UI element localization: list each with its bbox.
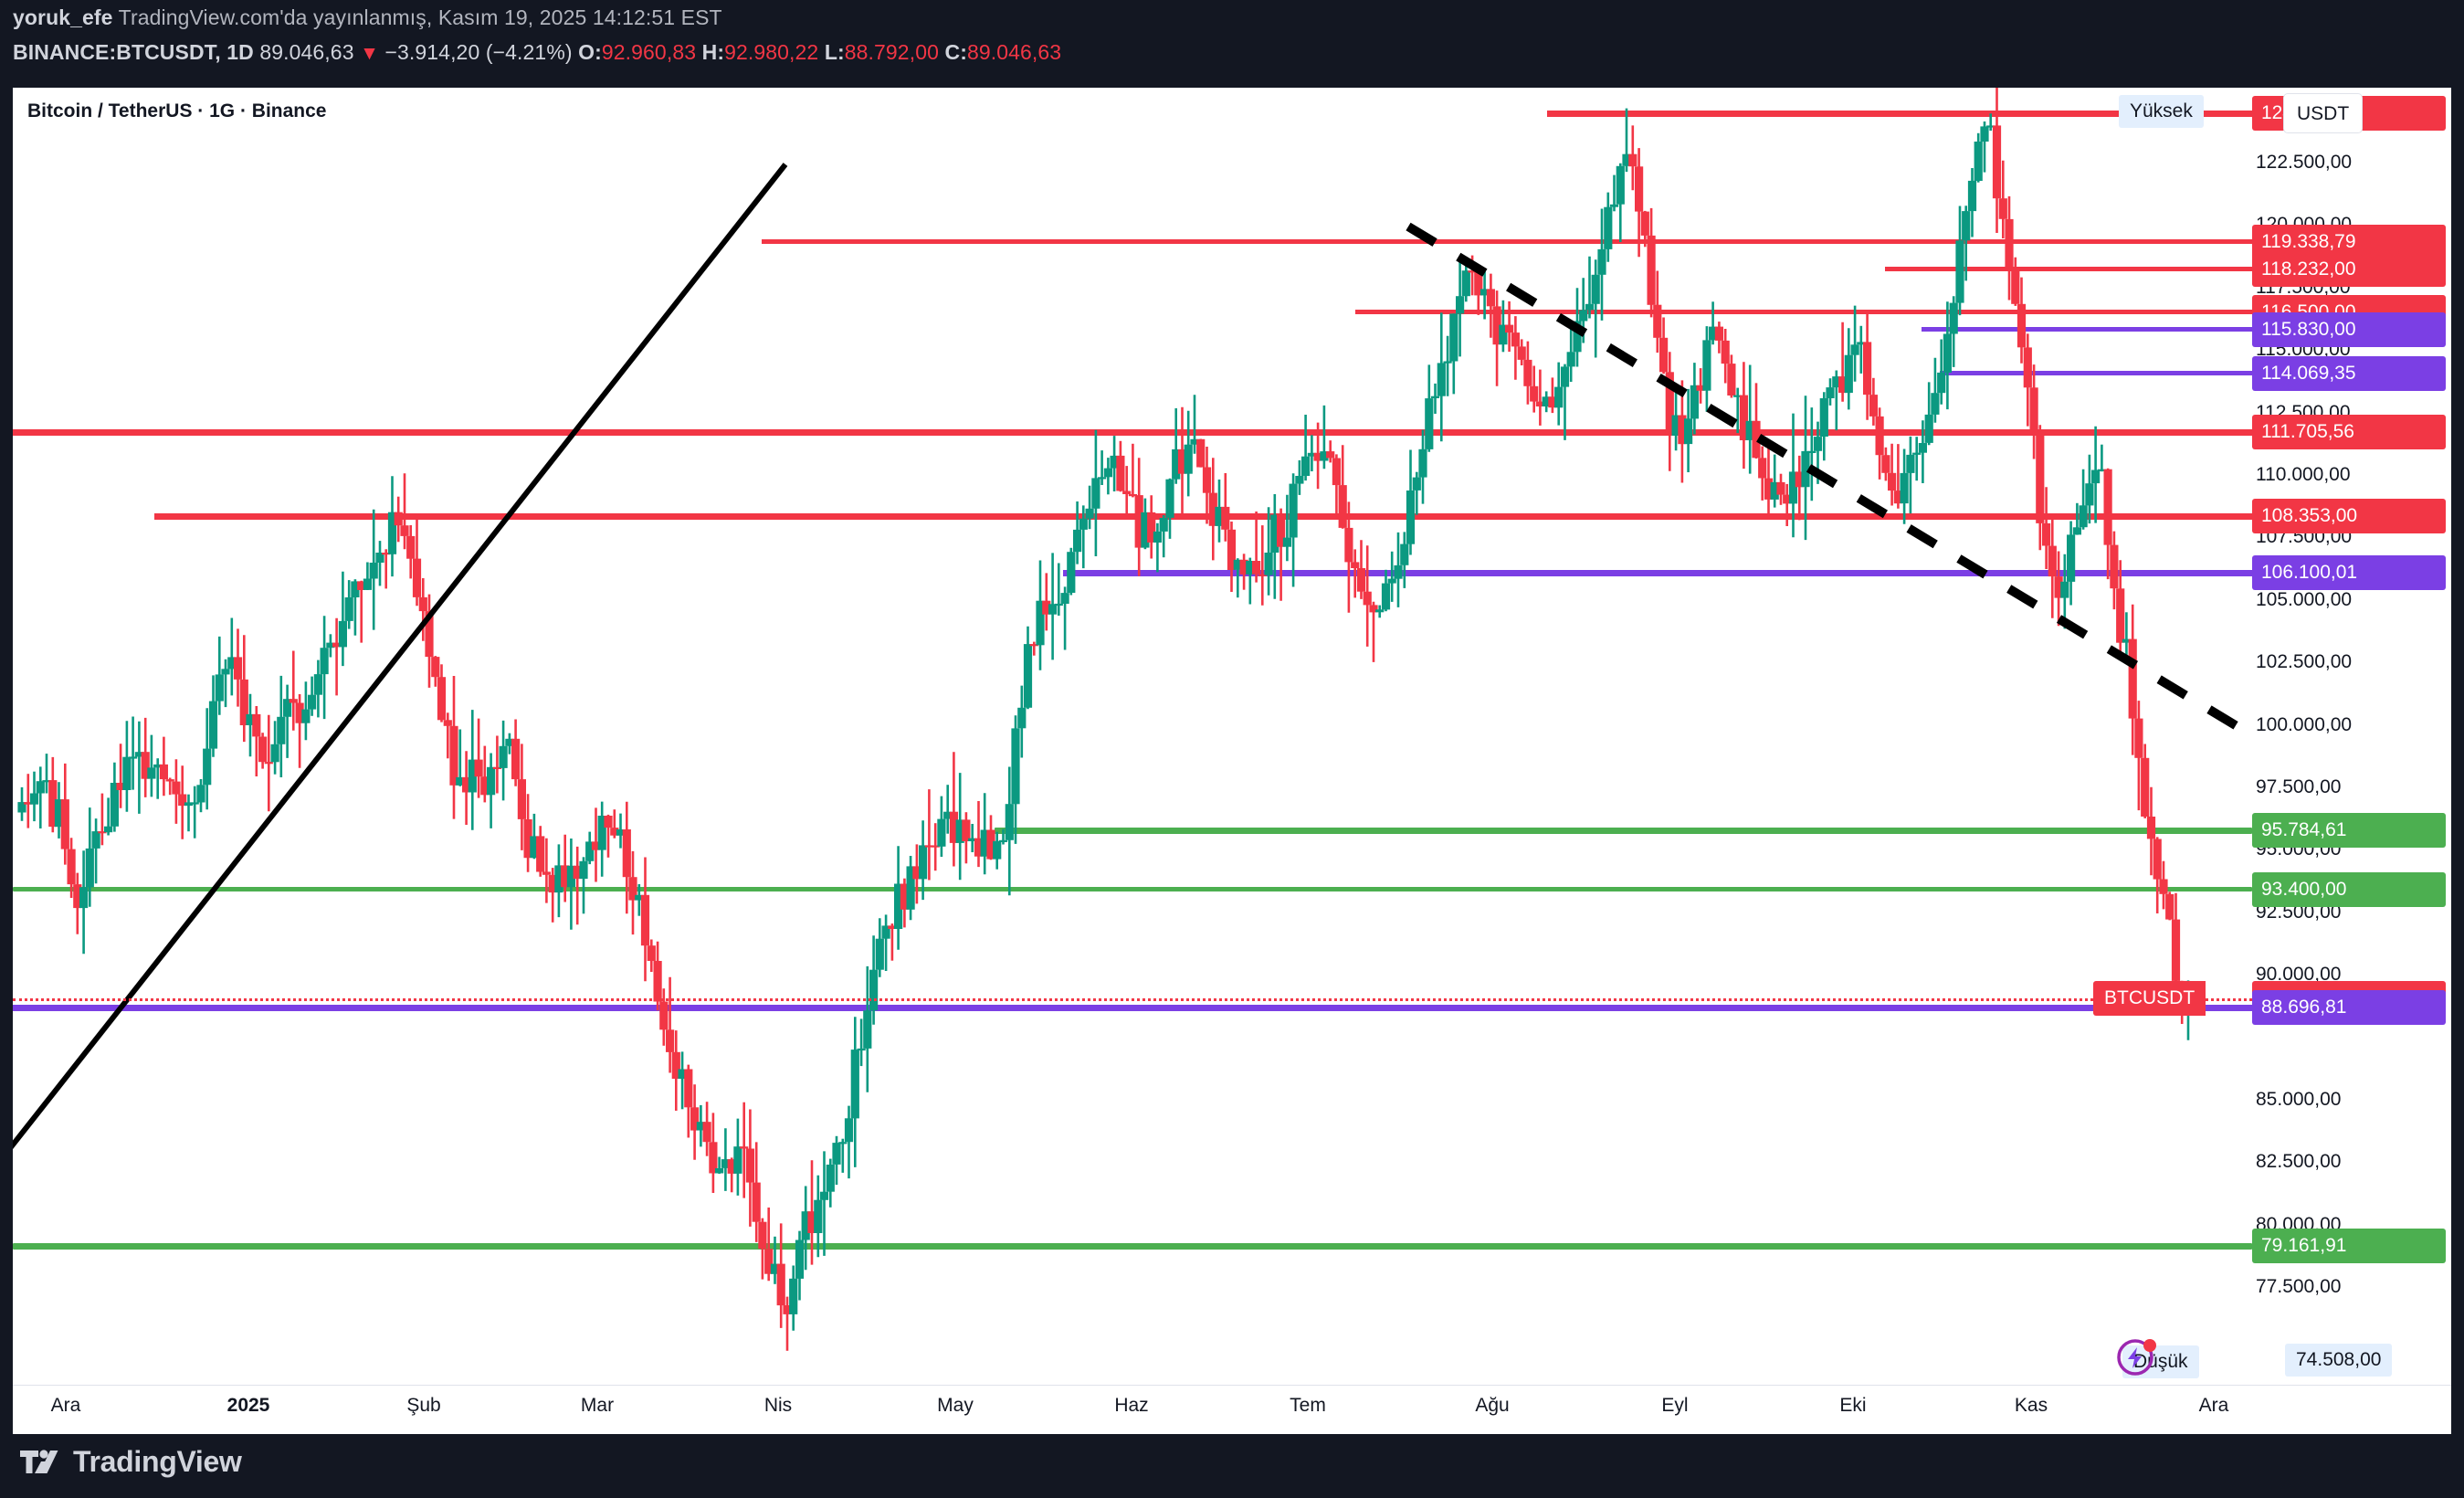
price-level-tag[interactable]: 118.232,00 xyxy=(2252,251,2446,287)
price-axis-tick: 90.000,00 xyxy=(2256,964,2342,986)
price-axis-tick: 102.500,00 xyxy=(2256,651,2353,673)
low-label: L: xyxy=(824,40,845,64)
publish-credit: yoruk_efe TradingView.com'da yayınlanmış… xyxy=(13,5,722,30)
change-absolute: −3.914,20 xyxy=(384,40,480,64)
price-axis-tick: 122.500,00 xyxy=(2256,152,2353,174)
last-price-line xyxy=(13,998,2252,1002)
price-level-line[interactable] xyxy=(13,887,2252,892)
price-axis-tick: 85.000,00 xyxy=(2256,1089,2342,1111)
down-triangle-icon: ▼ xyxy=(360,43,379,64)
tradingview-logo: TradingView xyxy=(20,1445,242,1479)
time-axis-tick: Nis xyxy=(763,1395,793,1416)
price-level-tag[interactable]: 106.100,01 xyxy=(2252,554,2446,590)
chart-title: Bitcoin / TetherUS · 1G · Binance xyxy=(27,100,327,121)
price-level-tag[interactable]: 79.161,91 xyxy=(2252,1228,2446,1263)
price-level-line[interactable] xyxy=(13,429,2252,437)
time-axis[interactable]: Ara 2025 Şub Mar Nis May Haz Tem Ağu Eyl Eki Kas Ara xyxy=(13,1385,2451,1434)
price-axis-tick: 97.500,00 xyxy=(2256,776,2342,798)
price-level-line[interactable] xyxy=(154,513,2252,521)
symbol-price-tag[interactable]: BTCUSDT xyxy=(2093,981,2206,1017)
header-bar: yoruk_efe TradingView.com'da yayınlanmış… xyxy=(0,0,2464,80)
low-extreme-value: 74.508,00 xyxy=(2285,1344,2393,1377)
price-level-line[interactable] xyxy=(995,828,2252,835)
time-axis-tick: Eyl xyxy=(1661,1395,1689,1416)
time-axis-tick: Ara xyxy=(2198,1395,2229,1416)
high-value: 92.980,22 xyxy=(724,40,819,64)
symbol-label: BINANCE:BTCUSDT, 1D xyxy=(13,40,254,64)
price-level-line[interactable] xyxy=(1547,111,2252,118)
price-level-line[interactable] xyxy=(13,1242,2252,1250)
time-axis-tick: 2025 xyxy=(226,1395,270,1416)
price-level-tag[interactable]: 95.784,61 xyxy=(2252,813,2446,849)
price-level-tag[interactable]: 93.400,00 xyxy=(2252,872,2446,908)
open-value: 92.960,83 xyxy=(601,40,697,64)
time-axis-tick: Eki xyxy=(1839,1395,1867,1416)
close-value: 89.046,63 xyxy=(966,40,1062,64)
time-axis-tick: May xyxy=(937,1395,974,1416)
time-axis-tick: Şub xyxy=(406,1395,441,1416)
time-axis-tick: Ara xyxy=(50,1395,81,1416)
price-level-line[interactable] xyxy=(13,1004,2252,1011)
time-axis-tick: Kas xyxy=(2014,1395,2048,1416)
change-percent: (−4.21%) xyxy=(485,40,573,64)
time-axis-tick: Tem xyxy=(1290,1395,1326,1416)
tradingview-wordmark: TradingView xyxy=(73,1445,242,1478)
publish-text: TradingView.com'da yayınlanmış, Kasım 19… xyxy=(118,5,722,29)
price-level-tag[interactable]: 114.069,35 xyxy=(2252,355,2446,391)
price-axis-tick: 110.000,00 xyxy=(2256,464,2351,486)
price-axis-tick: 105.000,00 xyxy=(2256,588,2353,610)
currency-badge[interactable]: USDT xyxy=(2283,93,2364,133)
price-axis-tick: 82.500,00 xyxy=(2256,1151,2342,1173)
tradingview-mark-icon xyxy=(20,1449,58,1473)
price-axis-tick: 77.500,00 xyxy=(2256,1276,2342,1298)
price-axis[interactable]: 122.500,00120.000,00117.500,00115.000,00… xyxy=(2252,88,2451,1385)
symbol-ohlc-line: BINANCE:BTCUSDT, 1D 89.046,63 ▼ −3.914,2… xyxy=(13,40,1061,65)
price-axis-tick: 100.000,00 xyxy=(2256,713,2353,735)
last-price: 89.046,63 xyxy=(259,40,354,64)
time-axis-tick: Mar xyxy=(580,1395,615,1416)
time-axis-tick: Haz xyxy=(1114,1395,1149,1416)
high-label: H: xyxy=(701,40,725,64)
close-label: C: xyxy=(944,40,967,64)
low-value: 88.792,00 xyxy=(844,40,939,64)
high-extreme-pill: Yüksek xyxy=(2119,95,2204,128)
lightning-bolt-icon[interactable] xyxy=(2113,1332,2161,1384)
price-level-tag[interactable]: 111.705,56 xyxy=(2252,415,2446,450)
price-plot[interactable]: Bitcoin / TetherUS · 1G · Binance BTCUSD… xyxy=(13,88,2252,1385)
footer-bar: TradingView xyxy=(0,1434,2464,1498)
open-label: O: xyxy=(578,40,602,64)
price-level-tag[interactable]: 88.696,81 xyxy=(2252,989,2446,1025)
time-axis-tick: Ağu xyxy=(1475,1395,1510,1416)
chart-area[interactable]: Bitcoin / TetherUS · 1G · Binance BTCUSD… xyxy=(13,88,2451,1385)
author-name: yoruk_efe xyxy=(13,5,113,29)
price-level-tag[interactable]: 115.830,00 xyxy=(2252,311,2446,347)
candlestick-series xyxy=(17,88,2193,1351)
price-level-tag[interactable]: 108.353,00 xyxy=(2252,499,2446,534)
